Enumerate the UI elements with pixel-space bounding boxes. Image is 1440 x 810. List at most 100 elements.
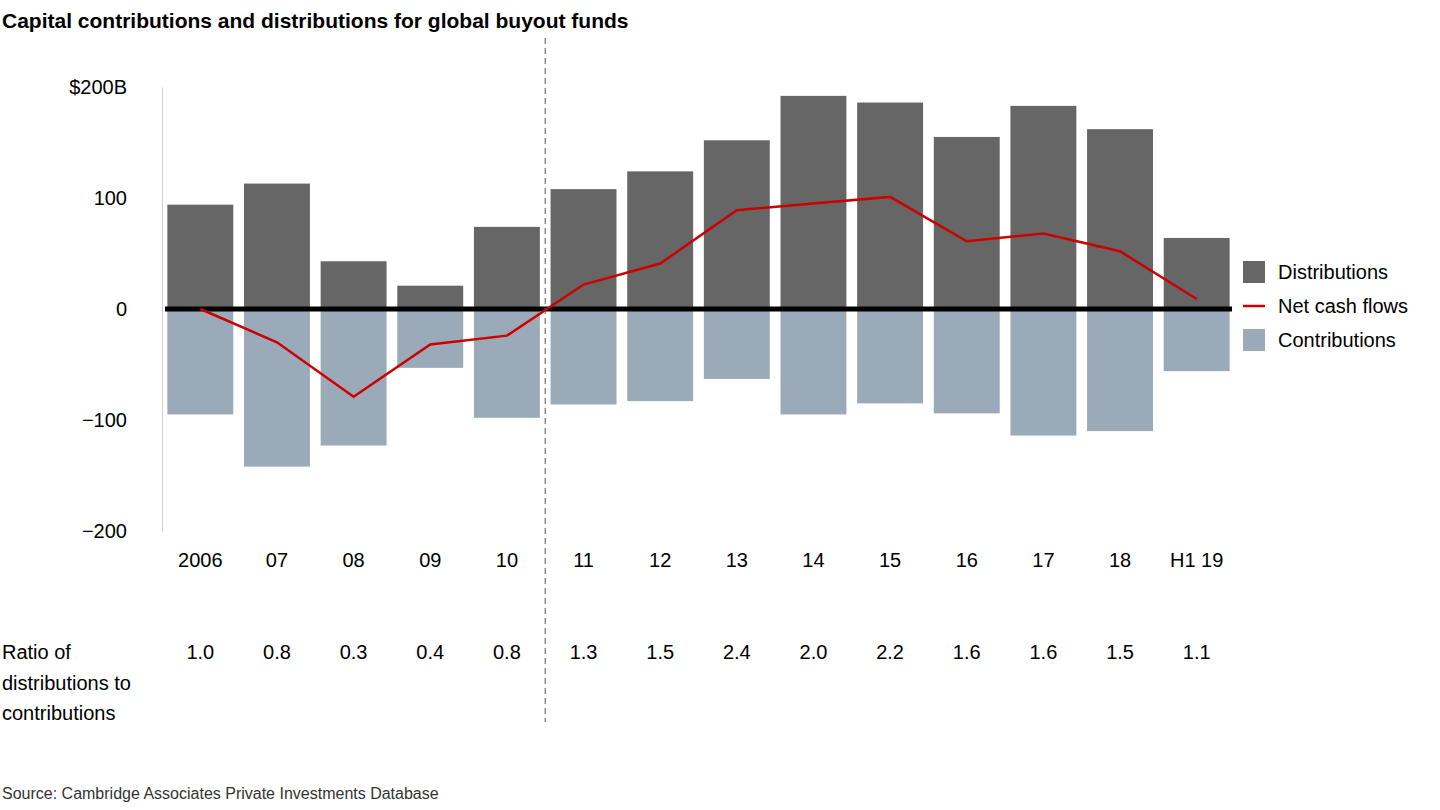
bar [1087,309,1153,431]
bar [551,309,617,404]
bar-series [167,309,1229,467]
legend-item: Contributions [1243,329,1396,351]
ratio-value: 1.0 [186,641,214,663]
x-tick: 12 [649,545,671,571]
bar [627,171,693,309]
ratio-value: 1.5 [1106,641,1134,663]
bar [321,261,387,309]
x-tick-label: 15 [879,549,901,571]
ratio-value: 1.1 [1183,641,1211,663]
y-tick-label: 100 [94,187,127,209]
bar [934,309,1000,413]
y-axis-line [162,88,163,532]
background [0,0,1440,810]
ratio-value: 0.4 [416,641,444,663]
x-tick-label: 17 [1032,549,1054,571]
ratio-value: 1.3 [570,641,598,663]
ratio-value: 2.0 [800,641,828,663]
x-tick-label: H1 19 [1170,549,1223,571]
bar [397,286,463,309]
ratio-value: 0.3 [340,641,368,663]
zero-line [165,307,1232,312]
ratio-value: 0.8 [493,641,521,663]
x-tick: 08 [342,545,364,571]
x-tick: 16 [956,545,978,571]
legend-label: Contributions [1278,329,1396,351]
legend-label: Net cash flows [1278,295,1408,317]
x-tick-label: 16 [956,549,978,571]
source: Source: Cambridge Associates Private Inv… [2,785,439,802]
x-tick: 13 [726,545,748,571]
y-tick: −200 [82,520,162,542]
legend-swatch [1243,305,1265,308]
legend-item: Distributions [1243,261,1388,283]
x-tick: 2006 [178,545,223,571]
y-tick: 100 [94,187,162,209]
ratio-value: 1.6 [1029,641,1057,663]
bar [1010,309,1076,436]
separator [545,38,546,722]
bar [167,205,233,309]
plot-area [167,96,1229,467]
x-tick-label: 09 [419,549,441,571]
bar [781,309,847,414]
net-line [200,197,1196,397]
x-tick-label: 12 [649,549,671,571]
bar [704,309,770,379]
x-tick: 07 [266,545,288,571]
x-tick: 09 [419,545,441,571]
bar [474,227,540,309]
bar [474,309,540,418]
y-tick-label: −100 [82,409,127,431]
line-area [200,197,1196,397]
ratio-value: 1.6 [953,641,981,663]
ratio-value: 1.5 [646,641,674,663]
x-tick: 18 [1109,545,1131,571]
bar [704,140,770,309]
bar-series [167,96,1229,309]
x-tick-label: 18 [1109,549,1131,571]
legend-swatch [1243,329,1265,351]
x-tick: 14 [802,545,824,571]
ratio-value: 0.8 [263,641,291,663]
ratio-label-line: contributions [2,702,115,724]
bar [857,103,923,309]
y-tick: −100 [82,409,162,431]
y-tick: 0 [116,298,162,320]
bar [1010,106,1076,309]
ratio-label-line: distributions to [2,672,131,694]
y-tick-label: −200 [82,520,127,542]
ratio-value: 2.4 [723,641,751,663]
bar [1164,309,1230,371]
ratio-values: 1.00.80.30.40.81.31.52.42.02.21.61.61.51… [186,641,1210,663]
x-tick-label: 2006 [178,549,223,571]
legend: Distributions Net cash flows Contributions [1243,261,1408,351]
y-tick-label: 0 [116,298,127,320]
bar [1087,129,1153,309]
x-tick-label: 08 [342,549,364,571]
x-tick-label: 13 [726,549,748,571]
x-tick: H1 19 [1170,545,1223,571]
y-tick-label: $200B [69,76,127,98]
chart: Capital contributions and distributions … [0,0,1440,810]
legend-label: Distributions [1278,261,1388,283]
bar [857,309,923,403]
legend-item: Net cash flows [1243,295,1408,317]
title: Capital contributions and distributions … [2,9,628,32]
x-tick: 15 [879,545,901,571]
x-tick-label: 14 [802,549,824,571]
x-tick: 10 [496,545,518,571]
x-axis: 2006 07 08 09 10 11 12 13 14 15 16 17 18 H1 19 [178,545,1223,571]
bar [167,309,233,414]
ratio-label-line: Ratio of [2,641,71,663]
y-axis: $200B 100 0 −100 −200 [69,76,162,542]
bar [551,189,617,309]
x-tick-label: 11 [573,549,594,571]
x-tick: 17 [1032,545,1054,571]
bar [627,309,693,401]
bar [934,137,1000,309]
x-tick-label: 10 [496,549,518,571]
bar [244,184,310,309]
x-tick-label: 07 [266,549,288,571]
ratio-label: Ratio of distributions to contributions [2,641,131,724]
